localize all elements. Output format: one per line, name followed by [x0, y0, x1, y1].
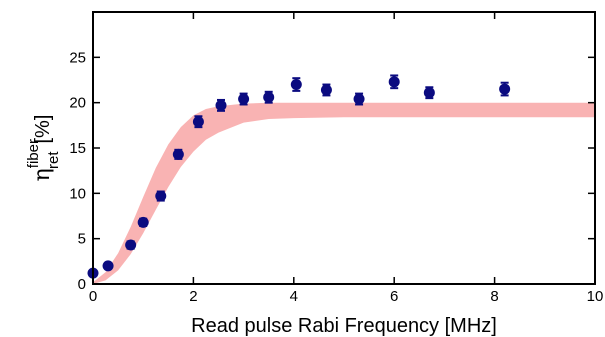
data-point — [155, 190, 167, 202]
data-point — [499, 81, 511, 97]
y-axis-label-unit: [%] — [32, 115, 54, 144]
y-tick-label: 10 — [69, 185, 86, 202]
data-point-marker — [290, 79, 302, 91]
data-point-marker — [137, 216, 149, 228]
data-point-marker — [155, 190, 167, 202]
x-tick-label: 10 — [587, 288, 604, 305]
x-tick-label: 8 — [490, 288, 498, 305]
data-point-marker — [102, 260, 114, 272]
data-point-marker — [320, 84, 332, 96]
data-point-marker — [125, 239, 137, 251]
data-point — [320, 83, 332, 97]
data-point-marker — [172, 148, 184, 160]
theory-band — [93, 102, 595, 284]
axis-ticks-layer: 0 2 4 6 8 10 0 5 10 15 20 25 — [69, 12, 603, 305]
data-point — [263, 90, 275, 104]
y-axis-label-superscript: fiber — [25, 139, 42, 168]
x-tick-label: 6 — [390, 288, 398, 305]
theory-band-layer — [93, 102, 595, 284]
y-tick-label: 25 — [69, 49, 86, 66]
data-point — [137, 216, 149, 228]
y-axis-label-symbol: η — [30, 168, 55, 181]
y-axis-label-subscript: ret — [45, 151, 62, 169]
data-point-marker — [215, 99, 227, 111]
x-tick-label: 0 — [89, 288, 97, 305]
data-point-marker — [263, 91, 275, 103]
data-point — [353, 92, 365, 106]
y-tick-label: 20 — [69, 95, 86, 112]
data-point — [290, 77, 302, 92]
x-axis-label: Read pulse Rabi Frequency [MHz] — [191, 315, 497, 337]
data-point-marker — [353, 93, 365, 105]
data-point-marker — [238, 93, 250, 105]
x-tick-label: 4 — [290, 288, 298, 305]
data-point — [102, 260, 114, 272]
data-point — [192, 115, 204, 129]
data-point-marker — [423, 87, 435, 99]
data-point-marker — [499, 83, 511, 95]
data-point — [172, 148, 184, 160]
data-point-marker — [388, 76, 400, 88]
data-point — [215, 98, 227, 112]
data-point-marker — [192, 116, 204, 128]
data-point — [238, 92, 250, 106]
data-points-layer — [87, 74, 511, 279]
data-point — [125, 239, 137, 251]
y-tick-label: 5 — [78, 231, 86, 248]
data-point — [423, 86, 435, 100]
y-tick-label: 15 — [69, 140, 86, 157]
y-axis-label: ηfiber ret [%] — [25, 115, 62, 182]
y-tick-label: 0 — [78, 276, 86, 293]
data-point — [388, 74, 400, 90]
x-tick-label: 2 — [189, 288, 197, 305]
